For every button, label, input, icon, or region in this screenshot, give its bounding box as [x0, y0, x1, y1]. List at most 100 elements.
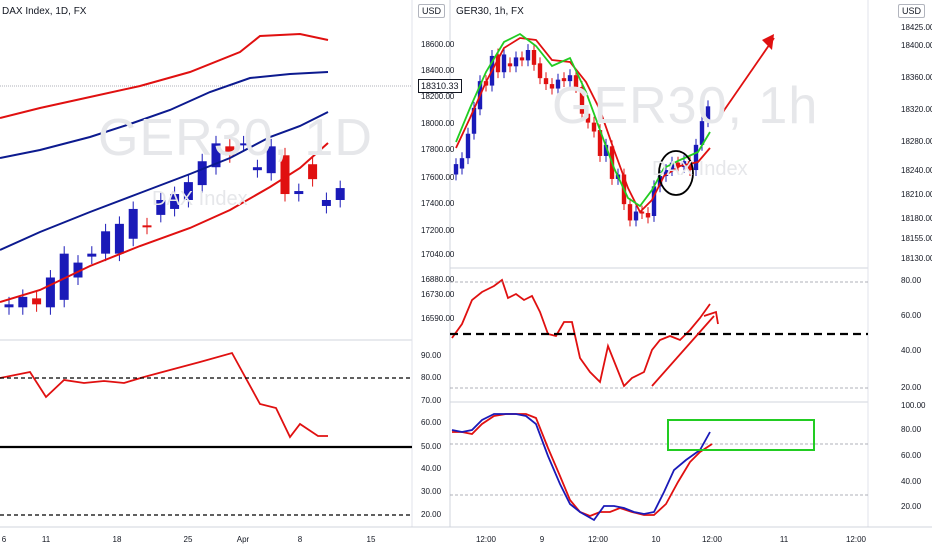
right-time-tick-label: 12:00 — [846, 535, 867, 544]
left-candle-body — [45, 277, 55, 308]
right-candle-body — [645, 213, 651, 218]
left-candle-body — [59, 253, 69, 300]
left-price-tick-label: 16880.00 — [421, 275, 455, 284]
right-rsi-tick-label: 80.00 — [901, 276, 922, 285]
right-price-tick-label: 18425.00 — [901, 23, 932, 32]
right-candle-body — [579, 87, 585, 114]
right-time-tick-label: 12:00 — [588, 535, 609, 544]
left-time-tick-label: 18 — [113, 535, 122, 544]
right-candle-body — [459, 158, 465, 169]
right-candle-body — [591, 122, 597, 132]
right-candle-body — [495, 54, 501, 73]
right-stoch-k-line — [451, 413, 711, 522]
left-price-tick-label: 16730.00 — [421, 290, 455, 299]
left-price-tick-label: 18000.00 — [421, 119, 455, 128]
right-currency-badge[interactable]: USD — [898, 4, 926, 18]
right-ema-slow — [455, 37, 711, 214]
left-currency-badge[interactable]: USD — [418, 4, 446, 18]
left-osc-tick-label: 60.00 — [421, 418, 442, 427]
right-candle-body — [693, 144, 699, 171]
left-outer-band — [0, 142, 329, 303]
left-price-tick-label: 18200.00 — [421, 92, 455, 101]
right-candle-body — [525, 50, 531, 61]
right-price-tick-label: 18280.00 — [901, 137, 932, 146]
right-chart-title: GER30, 1h, FX — [456, 6, 524, 17]
right-stoch-tick-label: 80.00 — [901, 425, 922, 434]
left-upper-band — [0, 32, 329, 119]
right-stoch-d-line — [452, 413, 713, 517]
right-candle-body — [675, 162, 681, 168]
right-price-tick-label: 18240.00 — [901, 166, 932, 175]
right-stoch-tick-label: 60.00 — [901, 451, 922, 460]
right-candle-body — [705, 106, 711, 122]
left-candle-body — [87, 253, 97, 257]
left-candle-body — [101, 231, 111, 254]
right-candle-body — [633, 211, 639, 221]
left-price-label: 18310.33 — [418, 79, 462, 93]
left-candle-body — [321, 200, 331, 206]
right-candle-body — [531, 50, 537, 65]
right-candle-body — [555, 79, 561, 89]
left-osc-tick-label: 50.00 — [421, 442, 442, 451]
right-candle-body — [573, 75, 579, 88]
left-candle-body — [294, 191, 304, 195]
right-stoch-tick-label: 20.00 — [901, 502, 922, 511]
left-time-tick-label: 6 — [2, 535, 7, 544]
right-candle-body — [507, 63, 513, 67]
rsi-trend-arrow-head — [703, 310, 719, 325]
right-time-tick-label: 11 — [780, 535, 789, 544]
right-stoch-tick-label: 100.00 — [901, 401, 926, 410]
right-candle-body — [513, 57, 519, 67]
right-candle-body — [567, 75, 573, 82]
left-osc-tick-label: 20.00 — [421, 510, 442, 519]
right-candle-body — [597, 130, 603, 156]
right-candle-body — [501, 54, 507, 73]
left-watermark: GER30, 1D — [98, 109, 373, 167]
right-price-tick-label: 18130.00 — [901, 254, 932, 263]
left-candle-body — [156, 200, 166, 215]
left-candle-body — [280, 155, 290, 195]
left-osc-tick-label: 30.00 — [421, 487, 442, 496]
left-watermark-sub: DAX Index — [152, 188, 248, 210]
right-candle-body — [651, 186, 657, 216]
left-time-tick-label: Apr — [237, 535, 250, 544]
right-price-tick-label: 18210.00 — [901, 190, 932, 199]
left-osc-tick-label: 70.00 — [421, 396, 442, 405]
right-candle-body — [639, 211, 645, 214]
right-time-tick-label: 12:00 — [476, 535, 497, 544]
left-time-tick-label: 11 — [42, 535, 51, 544]
right-candle-body — [681, 161, 687, 168]
right-time-tick-label: 9 — [540, 535, 545, 544]
right-time-tick-label: 12:00 — [702, 535, 723, 544]
left-candle-body — [197, 161, 207, 186]
right-candle-body — [585, 113, 591, 123]
left-candle-body — [266, 146, 276, 174]
right-candle-body — [519, 57, 525, 61]
right-time-tick-label: 10 — [652, 535, 661, 544]
right-ema-fast — [455, 32, 711, 208]
left-candle-body — [128, 208, 138, 239]
left-candle-body — [308, 164, 318, 180]
left-candle-body — [73, 262, 83, 278]
right-rsi-line — [451, 278, 711, 388]
left-candle-body — [335, 188, 345, 200]
left-lower-band — [0, 111, 329, 251]
left-candle-body — [252, 167, 262, 171]
left-time-tick-label: 15 — [367, 535, 376, 544]
left-candle-body — [170, 194, 180, 209]
right-watermark: GER30, 1h — [552, 77, 819, 135]
right-candle-body — [465, 133, 471, 159]
right-price-tick-label: 18320.00 — [901, 105, 932, 114]
right-watermark-sub: DAX Index — [652, 158, 748, 180]
left-price-tick-label: 18400.00 — [421, 66, 455, 75]
right-candle-body — [627, 204, 633, 221]
right-candle-body — [699, 121, 705, 145]
left-price-tick-label: 17200.00 — [421, 226, 455, 235]
left-candle-body — [4, 304, 14, 308]
left-osc-tick-label: 40.00 — [421, 464, 442, 473]
left-price-tick-label: 17040.00 — [421, 250, 455, 259]
left-candle-body — [211, 143, 221, 168]
left-osc-tick-label: 80.00 — [421, 373, 442, 382]
rsi-trend-arrow-shaft — [651, 315, 715, 387]
